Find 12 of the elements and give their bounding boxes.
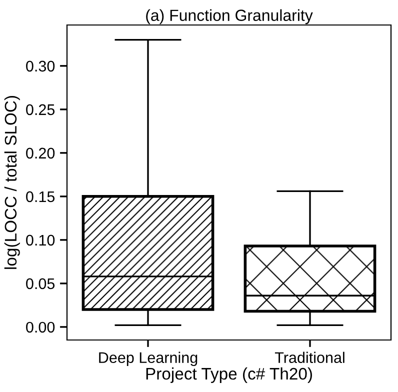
y-tick-label: 0.05 [26, 278, 55, 290]
chart-title: (a) Function Granularity [146, 9, 313, 24]
y-tick-label: 0.20 [26, 148, 55, 159]
y-tick-label: 0.00 [26, 322, 55, 333]
y-tick-label: 0.15 [26, 191, 55, 202]
y-tick-label: 0.10 [26, 234, 55, 246]
x-tick-label: Deep Learning [99, 352, 198, 366]
y-tick-label: 0.25 [26, 104, 55, 116]
x-tick-label: Traditional [274, 352, 344, 364]
y-tick-label: 0.30 [26, 60, 55, 72]
y-axis-title: log(LOCC / total SLOC) [4, 96, 20, 269]
x-axis-title: Project Type (c# Th20) [146, 367, 312, 383]
